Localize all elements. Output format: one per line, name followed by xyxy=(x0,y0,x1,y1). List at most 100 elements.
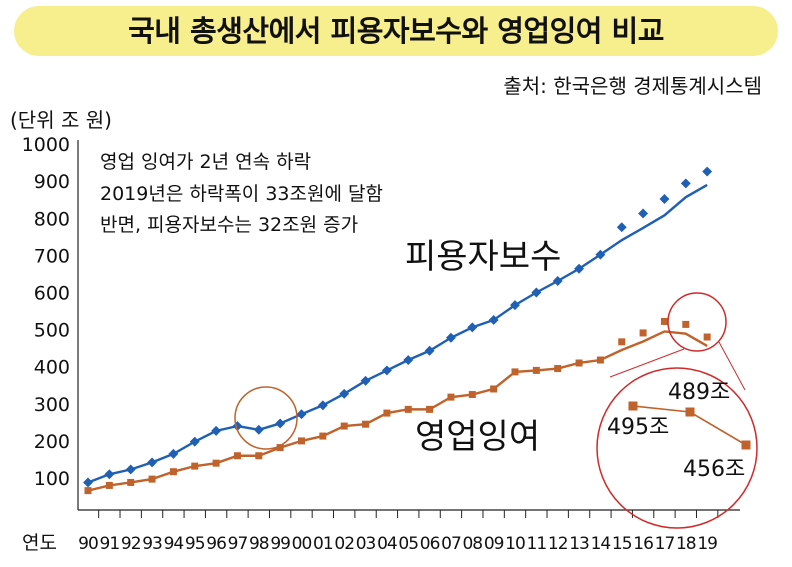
data-point xyxy=(703,333,711,341)
x-tick-label: 16 xyxy=(633,534,653,554)
x-tick-label: 95 xyxy=(185,534,205,554)
x-tick-label: 15 xyxy=(612,534,632,554)
data-point xyxy=(532,366,540,374)
note-line-1: 영업 잉여가 2년 연속 하락 xyxy=(100,151,311,173)
x-tick-label: 19 xyxy=(697,534,717,554)
data-point xyxy=(552,276,563,286)
source-text: 출처: 한국은행 경제통계시스템 xyxy=(503,74,762,98)
data-point xyxy=(255,452,263,460)
y-tick-label: 700 xyxy=(34,245,70,267)
series-surplus xyxy=(84,317,711,495)
x-tick-label: 98 xyxy=(249,534,269,554)
data-point xyxy=(296,409,307,420)
x-tick-label: 01 xyxy=(313,534,333,554)
data-point xyxy=(426,405,434,413)
y-tick-label: 900 xyxy=(34,171,70,193)
data-point xyxy=(511,368,519,376)
data-point xyxy=(510,300,520,311)
data-point xyxy=(467,322,478,333)
x-tick-label: 97 xyxy=(228,534,248,554)
data-point xyxy=(383,409,391,417)
chart-title: 국내 총생산에서 피용자보수와 영업잉여 비교 xyxy=(128,14,664,48)
data-point xyxy=(488,315,499,325)
inset-label-2019: 456조 xyxy=(683,457,745,482)
data-point xyxy=(381,365,392,376)
series-compensation xyxy=(83,166,713,488)
data-point xyxy=(554,365,562,373)
x-tick-label: 94 xyxy=(164,534,184,554)
y-tick-label: 400 xyxy=(34,357,70,379)
data-point xyxy=(191,462,199,470)
data-point xyxy=(340,422,348,430)
data-point xyxy=(211,425,222,436)
y-axis: 100 200 300 400 500 600 700 800 900 1000 xyxy=(22,134,79,510)
data-point xyxy=(360,375,371,386)
y-tick-label: 100 xyxy=(34,468,70,490)
data-point xyxy=(298,437,305,445)
data-point xyxy=(447,393,455,401)
y-tick-label: 800 xyxy=(34,208,70,230)
data-point xyxy=(639,329,647,337)
x-axis-label: 연도 xyxy=(22,532,57,554)
series-label-surplus: 영업잉여 xyxy=(415,417,540,457)
data-point xyxy=(638,208,649,219)
data-point xyxy=(531,287,542,298)
data-point xyxy=(253,424,264,435)
title-banner: 국내 총생산에서 피용자보수와 영업잉여 비교 xyxy=(14,6,778,56)
data-point xyxy=(84,487,92,495)
y-tick-label: 200 xyxy=(34,431,70,453)
data-point xyxy=(104,469,115,480)
x-tick-label: 18 xyxy=(676,534,696,554)
data-point xyxy=(618,338,626,346)
annotation-notes: 영업 잉여가 2년 연속 하락 2019년은 하락폭이 33조원에 달함 반면,… xyxy=(100,151,383,236)
data-point xyxy=(446,332,456,343)
series-label-compensation: 피용자보수 xyxy=(405,237,561,277)
x-tick-label: 93 xyxy=(142,534,162,554)
x-axis: 90 91 92 93 94 95 96 97 98 99 00 01 02 03 04 05 06 07 08 09… xyxy=(22,509,740,554)
data-point xyxy=(168,448,179,459)
x-tick-label: 04 xyxy=(377,534,397,554)
data-point xyxy=(616,222,627,233)
highlight-circle-recent xyxy=(667,292,727,352)
data-point xyxy=(147,457,157,468)
note-line-3: 반면, 피용자보수는 32조원 증가 xyxy=(100,214,358,236)
x-tick-label: 03 xyxy=(356,534,376,554)
data-point xyxy=(362,420,370,428)
data-point xyxy=(424,345,435,356)
data-point xyxy=(233,452,241,460)
x-tick-label: 00 xyxy=(292,534,312,554)
highlight-circle-1998 xyxy=(234,386,298,450)
inset-point xyxy=(741,440,751,450)
data-point xyxy=(468,391,476,399)
x-tick-label: 12 xyxy=(548,534,568,554)
x-tick-label: 96 xyxy=(206,534,226,554)
x-tick-label: 06 xyxy=(420,534,440,554)
y-tick-label: 300 xyxy=(34,394,70,416)
data-point xyxy=(490,385,498,393)
inset-point xyxy=(685,407,695,417)
x-tick-label: 17 xyxy=(655,534,675,554)
data-point xyxy=(680,178,691,189)
inset-zoom-circle xyxy=(596,367,758,529)
data-point xyxy=(574,263,584,274)
data-point xyxy=(276,444,284,452)
data-point xyxy=(595,249,606,260)
y-tick-label: 500 xyxy=(34,320,70,342)
inset-point xyxy=(628,401,638,411)
inset-label-2018: 489조 xyxy=(668,380,730,405)
data-point xyxy=(105,481,113,489)
data-point xyxy=(189,436,200,447)
data-point xyxy=(169,468,177,476)
data-point xyxy=(596,356,604,364)
inset-label-2017: 495조 xyxy=(607,415,669,440)
data-point xyxy=(148,475,156,483)
data-point xyxy=(127,478,135,486)
x-tick-label: 05 xyxy=(398,534,418,554)
data-point xyxy=(404,405,412,413)
x-tick-label: 02 xyxy=(334,534,354,554)
x-tick-label: 99 xyxy=(270,534,290,554)
x-tick-label: 92 xyxy=(121,534,141,554)
data-point xyxy=(682,320,690,328)
series-line xyxy=(87,183,708,484)
x-tick-label: 10 xyxy=(505,534,525,554)
